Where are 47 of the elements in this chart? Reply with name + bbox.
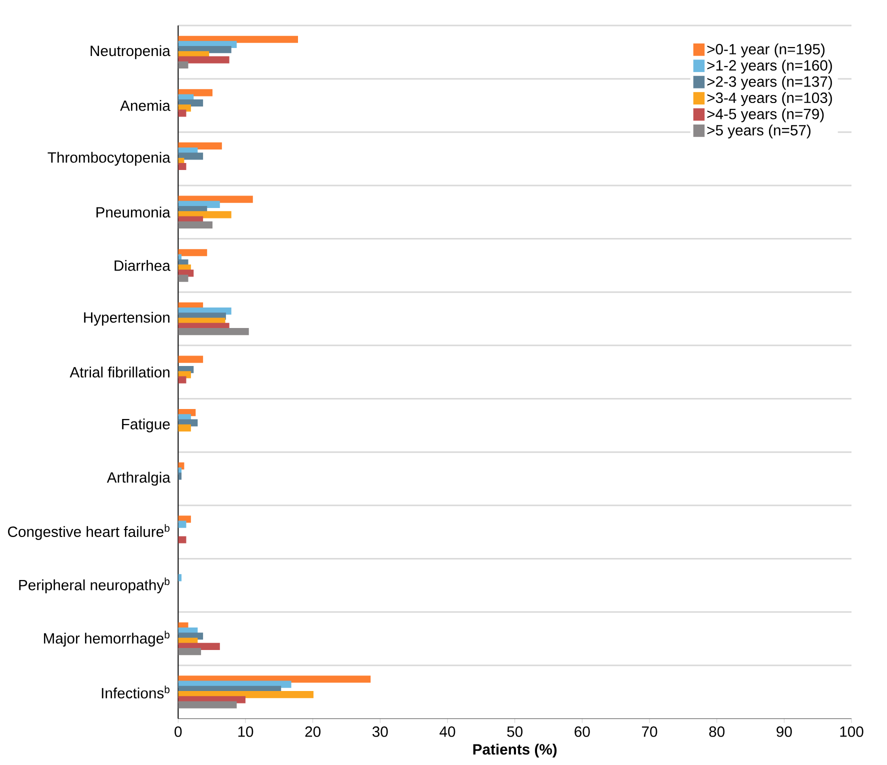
y-tick-label: Peripheral neuropathy$^{b}$ xyxy=(19,578,170,594)
bar xyxy=(178,110,186,117)
y-tick-label: Arthralgia xyxy=(106,472,170,486)
x-tick-label: 90 xyxy=(776,726,792,738)
x-tick-label: 40 xyxy=(440,726,456,738)
bar xyxy=(178,520,186,528)
y-tick-label: Thrombocytopenia xyxy=(48,152,170,166)
x-tick-label: 100 xyxy=(840,726,864,738)
legend-label: >1-2 years (n=160) xyxy=(707,60,832,74)
bar xyxy=(178,328,249,336)
bar xyxy=(178,274,188,282)
x-axis-title: Patients (%) xyxy=(473,744,557,758)
y-tick-label: Atrial fibrillation xyxy=(70,366,170,378)
bar xyxy=(178,356,204,363)
y-tick-label: Fatigue xyxy=(122,418,170,432)
bar xyxy=(178,152,204,160)
y-tick-label: Pneumonia xyxy=(96,206,170,218)
bar xyxy=(178,62,188,69)
legend-label: >4-5 years (n=79) xyxy=(707,108,824,122)
legend-label: >2-3 years (n=137) xyxy=(707,76,832,90)
bar xyxy=(178,701,237,708)
legend-label: >5 years (n=57) xyxy=(707,124,810,139)
bar xyxy=(178,376,186,384)
y-tick-label: Hypertension xyxy=(84,312,170,326)
bar xyxy=(178,221,212,229)
y-tick-label: Major hemorrhage$^{b}$ xyxy=(44,630,170,647)
bar xyxy=(178,56,230,64)
x-tick-label: 70 xyxy=(642,726,658,738)
y-tick-label: Infections$^{b}$ xyxy=(102,686,170,699)
x-tick-label: 20 xyxy=(305,726,320,738)
y-tick-label: Neutropenia xyxy=(90,45,170,60)
x-tick-label: 30 xyxy=(372,726,388,738)
bar xyxy=(178,536,186,544)
x-tick-label: 80 xyxy=(709,726,725,738)
x-tick-label: 50 xyxy=(507,726,522,738)
y-tick-label: Congestive heart failure$^{b}$ xyxy=(8,524,170,540)
legend-label: >0-1 year (n=195) xyxy=(707,44,825,58)
bar xyxy=(178,249,208,256)
bar xyxy=(178,424,191,432)
y-tick-label: Anemia xyxy=(120,100,170,112)
x-tick-label: 0 xyxy=(174,726,182,738)
y-tick-label: Diarrhea xyxy=(114,260,170,271)
x-tick-label: 10 xyxy=(238,726,254,738)
bar xyxy=(178,163,186,170)
bar xyxy=(178,648,202,656)
x-tick-label: 60 xyxy=(574,726,590,738)
legend-label: >3-4 years (n=103) xyxy=(707,92,832,106)
